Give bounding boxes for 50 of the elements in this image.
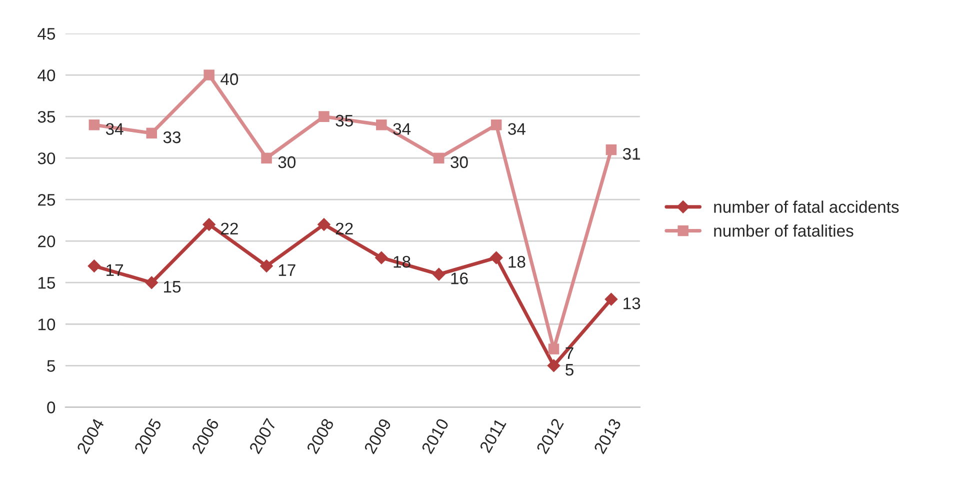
point: [604, 292, 618, 306]
y-tick-label: 45: [38, 28, 56, 40]
data-label: 34: [508, 123, 526, 135]
point: [88, 260, 101, 272]
point: [375, 251, 388, 264]
data-label: 16: [451, 272, 468, 284]
point: [261, 152, 272, 164]
legend-label: number of fatalities: [714, 224, 854, 237]
data-label: 34: [106, 123, 124, 135]
data-label: 34: [393, 123, 411, 135]
point: [88, 119, 100, 130]
data-label: 35: [336, 114, 353, 127]
y-tick-label: 0: [47, 402, 56, 414]
y-tick-label: 10: [38, 318, 56, 330]
y-tick-label: 15: [38, 277, 56, 289]
data-label: 7: [566, 347, 574, 359]
y-tick-label: 35: [38, 110, 56, 123]
data-label: 15: [164, 281, 181, 293]
point: [433, 152, 444, 164]
y-tick-label: 40: [38, 69, 56, 82]
data-label: 30: [450, 156, 468, 168]
data-label: 33: [163, 131, 181, 144]
data-label: 17: [278, 264, 296, 276]
data-label: 30: [278, 156, 296, 168]
data-label: 40: [220, 73, 238, 86]
point: [145, 276, 158, 290]
y-tick-label: 5: [47, 360, 56, 372]
point: [547, 359, 560, 372]
point: [606, 144, 617, 156]
data-label: 18: [508, 256, 526, 268]
point: [202, 218, 216, 231]
data-label: 13: [624, 297, 640, 310]
point: [376, 119, 387, 130]
data-label: 22: [336, 222, 353, 234]
point: [490, 251, 503, 264]
point: [146, 128, 158, 139]
y-tick-label: 20: [38, 236, 56, 248]
point: [204, 70, 214, 80]
data-label: 22: [221, 222, 238, 234]
point: [318, 111, 330, 122]
legend-label: number of fatal accidents: [714, 200, 899, 213]
data-label: 31: [622, 148, 640, 160]
point: [548, 344, 560, 354]
point: [432, 268, 446, 281]
y-tick-label: 25: [38, 194, 56, 206]
data-label: 5: [566, 364, 574, 376]
point: [260, 260, 273, 272]
point: [318, 218, 330, 231]
y-tick-label: 30: [38, 152, 56, 164]
point: [490, 119, 502, 130]
